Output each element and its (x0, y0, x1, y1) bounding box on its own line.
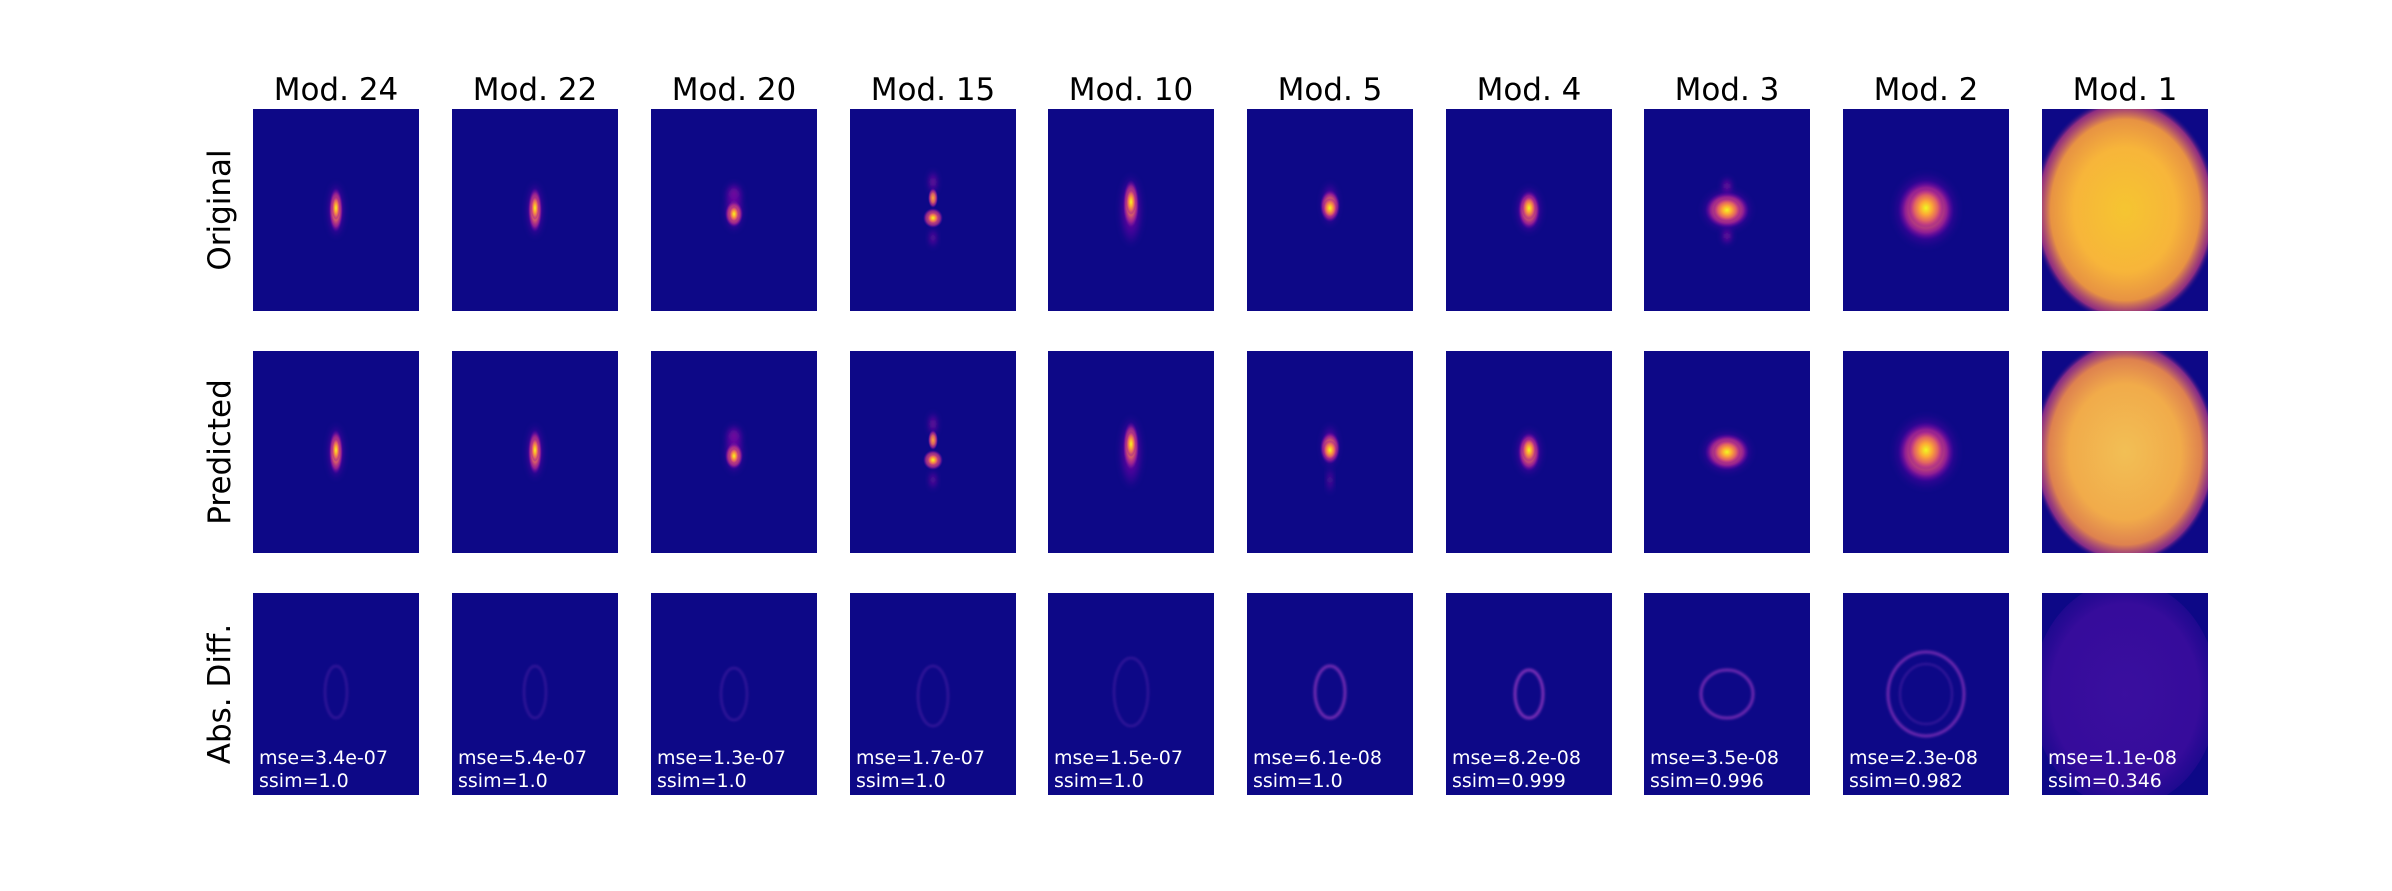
panel-predicted-6 (1247, 351, 1413, 553)
ssim-label-2: ssim=1.0 (458, 770, 548, 792)
ssim-label-3: ssim=1.0 (657, 770, 747, 792)
panel-original-2 (452, 109, 618, 311)
row-label-predicted: Predicted (202, 379, 238, 525)
panel-predicted-7 (1446, 351, 1612, 553)
panel-original-8 (1644, 109, 1810, 311)
panel-original-7 (1446, 109, 1612, 311)
mse-label-6: mse=6.1e-08 (1253, 747, 1382, 769)
mse-label-10: mse=1.1e-08 (2048, 747, 2177, 769)
mse-label-3: mse=1.3e-07 (657, 747, 786, 769)
column-title-10: Mod. 1 (2073, 72, 2178, 108)
ssim-label-1: ssim=1.0 (259, 770, 349, 792)
panel-original-4 (850, 109, 1016, 311)
row-label-original: Original (202, 149, 238, 270)
column-title-2: Mod. 22 (473, 72, 598, 108)
row-label-abs-diff: Abs. Diff. (202, 624, 238, 764)
column-title-1: Mod. 24 (274, 72, 399, 108)
panel-predicted-4 (850, 351, 1016, 553)
ssim-label-5: ssim=1.0 (1054, 770, 1144, 792)
panel-predicted-8 (1644, 351, 1810, 553)
panel-predicted-3 (651, 351, 817, 553)
column-title-9: Mod. 2 (1874, 72, 1979, 108)
column-title-5: Mod. 10 (1069, 72, 1194, 108)
column-title-8: Mod. 3 (1675, 72, 1780, 108)
ssim-label-8: ssim=0.996 (1650, 770, 1764, 792)
mse-label-5: mse=1.5e-07 (1054, 747, 1183, 769)
panel-predicted-9 (1843, 351, 2009, 553)
panel-predicted-5 (1048, 351, 1214, 553)
panel-predicted-10 (2042, 351, 2208, 553)
panel-original-1 (253, 109, 419, 311)
mse-label-8: mse=3.5e-08 (1650, 747, 1779, 769)
column-title-4: Mod. 15 (871, 72, 996, 108)
mse-label-1: mse=3.4e-07 (259, 747, 388, 769)
mse-label-9: mse=2.3e-08 (1849, 747, 1978, 769)
mse-label-7: mse=8.2e-08 (1452, 747, 1581, 769)
mse-label-2: mse=5.4e-07 (458, 747, 587, 769)
panel-original-9 (1843, 109, 2009, 311)
ssim-label-9: ssim=0.982 (1849, 770, 1963, 792)
column-title-7: Mod. 4 (1477, 72, 1582, 108)
mse-label-4: mse=1.7e-07 (856, 747, 985, 769)
column-title-3: Mod. 20 (672, 72, 797, 108)
panel-original-5 (1048, 109, 1214, 311)
panel-original-10 (2042, 109, 2208, 311)
ssim-label-10: ssim=0.346 (2048, 770, 2162, 792)
panel-original-3 (651, 109, 817, 311)
column-title-6: Mod. 5 (1278, 72, 1383, 108)
panel-predicted-1 (253, 351, 419, 553)
ssim-label-6: ssim=1.0 (1253, 770, 1343, 792)
panel-predicted-2 (452, 351, 618, 553)
panel-original-6 (1247, 109, 1413, 311)
ssim-label-7: ssim=0.999 (1452, 770, 1566, 792)
ssim-label-4: ssim=1.0 (856, 770, 946, 792)
